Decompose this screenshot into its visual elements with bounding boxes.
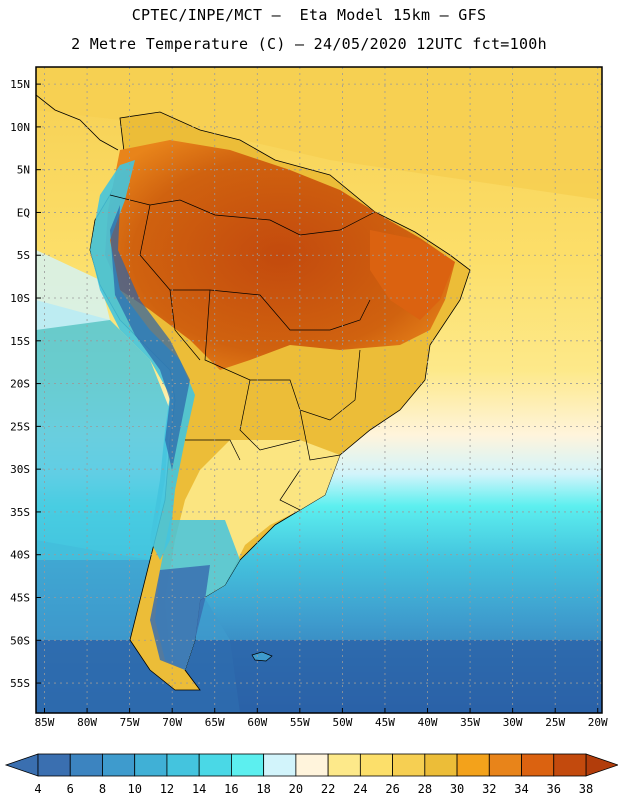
lat-tick-label: 5N [17, 164, 30, 177]
land-northeast-warm [370, 230, 455, 320]
lon-tick-label: 20W [588, 716, 608, 729]
colorbar-label: 4 [34, 782, 41, 796]
caribbean-warm [36, 67, 602, 200]
colorbar-label: 34 [514, 782, 528, 796]
colorbar-label: 16 [224, 782, 238, 796]
latitude-axis: 15N 10N 5N EQ 5S 10S 15S 20S 25S 30S 35S 40S 45S 50S 5… [10, 78, 41, 690]
colorbar-swatch [37, 753, 71, 777]
colorbar-label: 28 [418, 782, 432, 796]
lat-tick-label: 20S [10, 378, 30, 391]
colorbar-swatch [488, 753, 522, 777]
colorbar-swatch [456, 753, 490, 777]
ocean-cool-pacific [36, 300, 170, 560]
lat-tick-label: EQ [17, 206, 30, 219]
colorbar-label: 30 [450, 782, 464, 796]
country-borders [109, 194, 376, 511]
colorbar-label: 14 [192, 782, 206, 796]
lat-tick-label: 25S [10, 420, 30, 433]
lon-tick-label: 75W [120, 716, 140, 729]
colorbar-label: 12 [160, 782, 174, 796]
andes-high [110, 205, 190, 470]
colorbar-label: 26 [385, 782, 399, 796]
ocean-deep-south [36, 640, 602, 713]
colorbar-label: 10 [127, 782, 141, 796]
lat-tick-label: 55S [10, 677, 30, 690]
colorbar-label: 6 [67, 782, 74, 796]
colorbar-swatch [198, 753, 232, 777]
lon-tick-label: 45W [375, 716, 395, 729]
colorbar-swatch [327, 753, 361, 777]
land-amazon-hot [105, 140, 455, 370]
lon-tick-label: 70W [162, 716, 182, 729]
lat-tick-label: 45S [10, 591, 30, 604]
central-america-coast [36, 94, 119, 151]
colorbar-label: 38 [579, 782, 593, 796]
lon-tick-label: 25W [545, 716, 565, 729]
lat-tick-label: 35S [10, 506, 30, 519]
lat-tick-label: 40S [10, 549, 30, 562]
lat-tick-label: 15S [10, 335, 30, 348]
colorbar-label: 8 [99, 782, 106, 796]
colorbar-swatch [231, 753, 265, 777]
colorbar-swatch [263, 753, 297, 777]
lon-tick-label: 80W [77, 716, 97, 729]
graticule [36, 67, 602, 713]
lon-tick-label: 35W [460, 716, 480, 729]
lon-tick-label: 85W [35, 716, 55, 729]
colorbar: 4 6 8 10 12 14 16 18 20 22 24 26 28 30 32 34 36 38 [4, 753, 618, 796]
lon-tick-label: 40W [418, 716, 438, 729]
colorbar-label: 24 [353, 782, 367, 796]
lon-tick-label: 65W [205, 716, 225, 729]
lon-tick-label: 60W [247, 716, 267, 729]
colorbar-low-arrow [4, 753, 39, 777]
colorbar-swatch [521, 753, 555, 777]
colorbar-swatch [69, 753, 103, 777]
longitude-axis: 85W 80W 75W 70W 65W 60W 55W 50W 45W 40W 35W 30W 25W 2… [35, 708, 608, 729]
lat-tick-label: 50S [10, 634, 30, 647]
lat-tick-label: 15N [10, 78, 30, 91]
colorbar-swatch [553, 753, 587, 777]
colorbar-swatch [392, 753, 426, 777]
colorbar-swatch [295, 753, 329, 777]
lon-tick-label: 30W [503, 716, 523, 729]
colorbar-label: 32 [482, 782, 496, 796]
lat-tick-label: 5S [17, 249, 30, 262]
falkland-islands [251, 651, 273, 662]
map-frame [35, 66, 603, 714]
colorbar-swatch [359, 753, 393, 777]
land-southern-cone [165, 440, 340, 670]
land-patagonia-cold [150, 565, 210, 670]
colorbar-high-arrow [585, 753, 618, 777]
colorbar-label: 20 [289, 782, 303, 796]
lon-tick-label: 50W [332, 716, 352, 729]
map-title-line-1: CPTEC/INPE/MCT – Eta Model 15km – GFS [131, 6, 487, 24]
colorbar-swatch [166, 753, 200, 777]
colorbar-swatch [134, 753, 168, 777]
map-title-line-2: 2 Metre Temperature (C) – 24/05/2020 12U… [71, 35, 547, 53]
colorbar-label: 22 [321, 782, 335, 796]
colorbar-swatch [102, 753, 136, 777]
lon-tick-label: 55W [290, 716, 310, 729]
lat-tick-label: 30S [10, 463, 30, 476]
andes-ridge [90, 160, 195, 560]
lat-tick-label: 10N [10, 121, 30, 134]
colorbar-label: 36 [547, 782, 561, 796]
colorbar-swatch [424, 753, 458, 777]
colorbar-label: 18 [256, 782, 270, 796]
lat-tick-label: 10S [10, 292, 30, 305]
ocean-mild-pacific [36, 250, 110, 330]
